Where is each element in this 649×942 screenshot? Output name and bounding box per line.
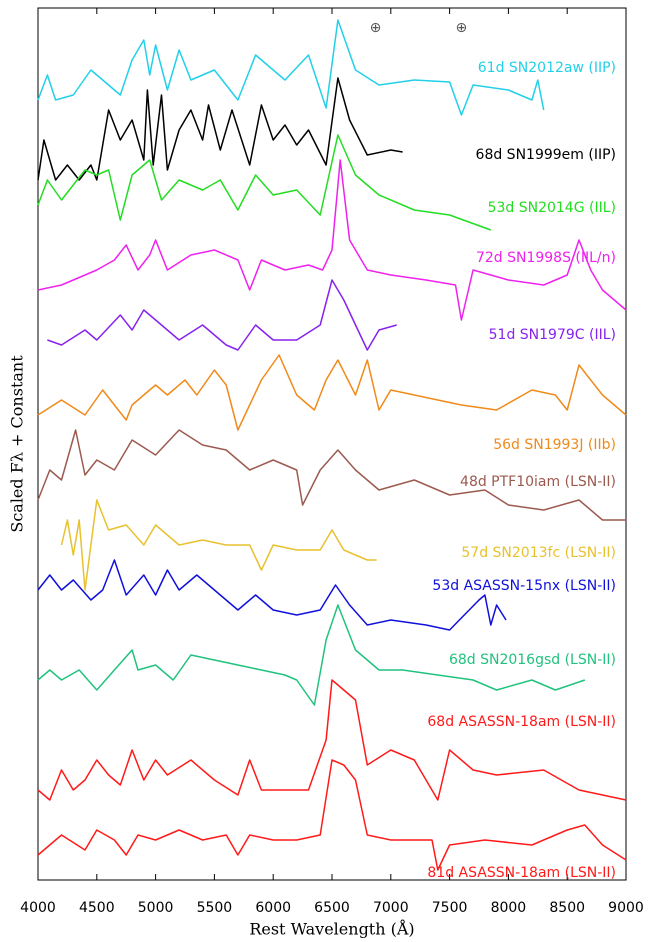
legend-label: 68d ASASSN-18am (LSN-II) bbox=[427, 714, 616, 730]
spectrum-line bbox=[47, 279, 397, 351]
spectrum-line bbox=[37, 354, 627, 431]
spectrum-line bbox=[37, 429, 626, 521]
telluric-marker: ⊕ bbox=[370, 20, 382, 36]
spectrum-line bbox=[37, 759, 627, 871]
legend-label: 56d SN1993J (IIb) bbox=[493, 437, 616, 453]
legend-label: 51d SN1979C (IIL) bbox=[489, 327, 616, 343]
spectrum-line bbox=[60, 499, 377, 591]
x-tick-label: 8500 bbox=[549, 900, 585, 916]
legend-label: 72d SN1998S (IIL/n) bbox=[476, 250, 616, 266]
x-tick-label: 9000 bbox=[608, 900, 644, 916]
legend-label: 53d SN2014G (IIL) bbox=[488, 200, 616, 216]
spectrum-line bbox=[37, 679, 627, 801]
x-axis-label: Rest Wavelength (Å) bbox=[249, 919, 414, 939]
spectrum-line bbox=[37, 77, 403, 181]
spectrum-line bbox=[37, 604, 586, 706]
legend-label: 68d SN1999em (IIP) bbox=[476, 147, 616, 163]
spectrum-line bbox=[37, 559, 507, 631]
legend-label: 53d ASASSN-15nx (LSN-II) bbox=[432, 578, 616, 594]
x-tick-label: 4500 bbox=[79, 900, 115, 916]
x-tick-label: 8000 bbox=[491, 900, 527, 916]
legend-label: 81d ASASSN-18am (LSN-II) bbox=[427, 865, 616, 881]
spectrum-line bbox=[37, 19, 545, 116]
y-axis-label: Scaled Fλ + Constant bbox=[8, 355, 27, 533]
telluric-marker: ⊕ bbox=[455, 20, 467, 36]
x-tick-label: 6500 bbox=[314, 900, 350, 916]
x-tick-label: 4000 bbox=[20, 900, 56, 916]
legend-label: 61d SN2012aw (IIP) bbox=[478, 60, 616, 76]
legend-label: 57d SN2013fc (LSN-II) bbox=[461, 545, 616, 561]
x-tick-label: 7000 bbox=[373, 900, 409, 916]
legend-label: 68d SN2016gsd (LSN-II) bbox=[449, 652, 616, 668]
x-tick-label: 6000 bbox=[255, 900, 291, 916]
x-tick-label: 5000 bbox=[138, 900, 174, 916]
spectrum-line bbox=[37, 159, 627, 321]
legend-label: 48d PTF10iam (LSN-II) bbox=[460, 474, 616, 490]
x-tick-label: 7500 bbox=[432, 900, 468, 916]
x-tick-label: 5500 bbox=[197, 900, 233, 916]
spectrum-line bbox=[37, 134, 492, 231]
